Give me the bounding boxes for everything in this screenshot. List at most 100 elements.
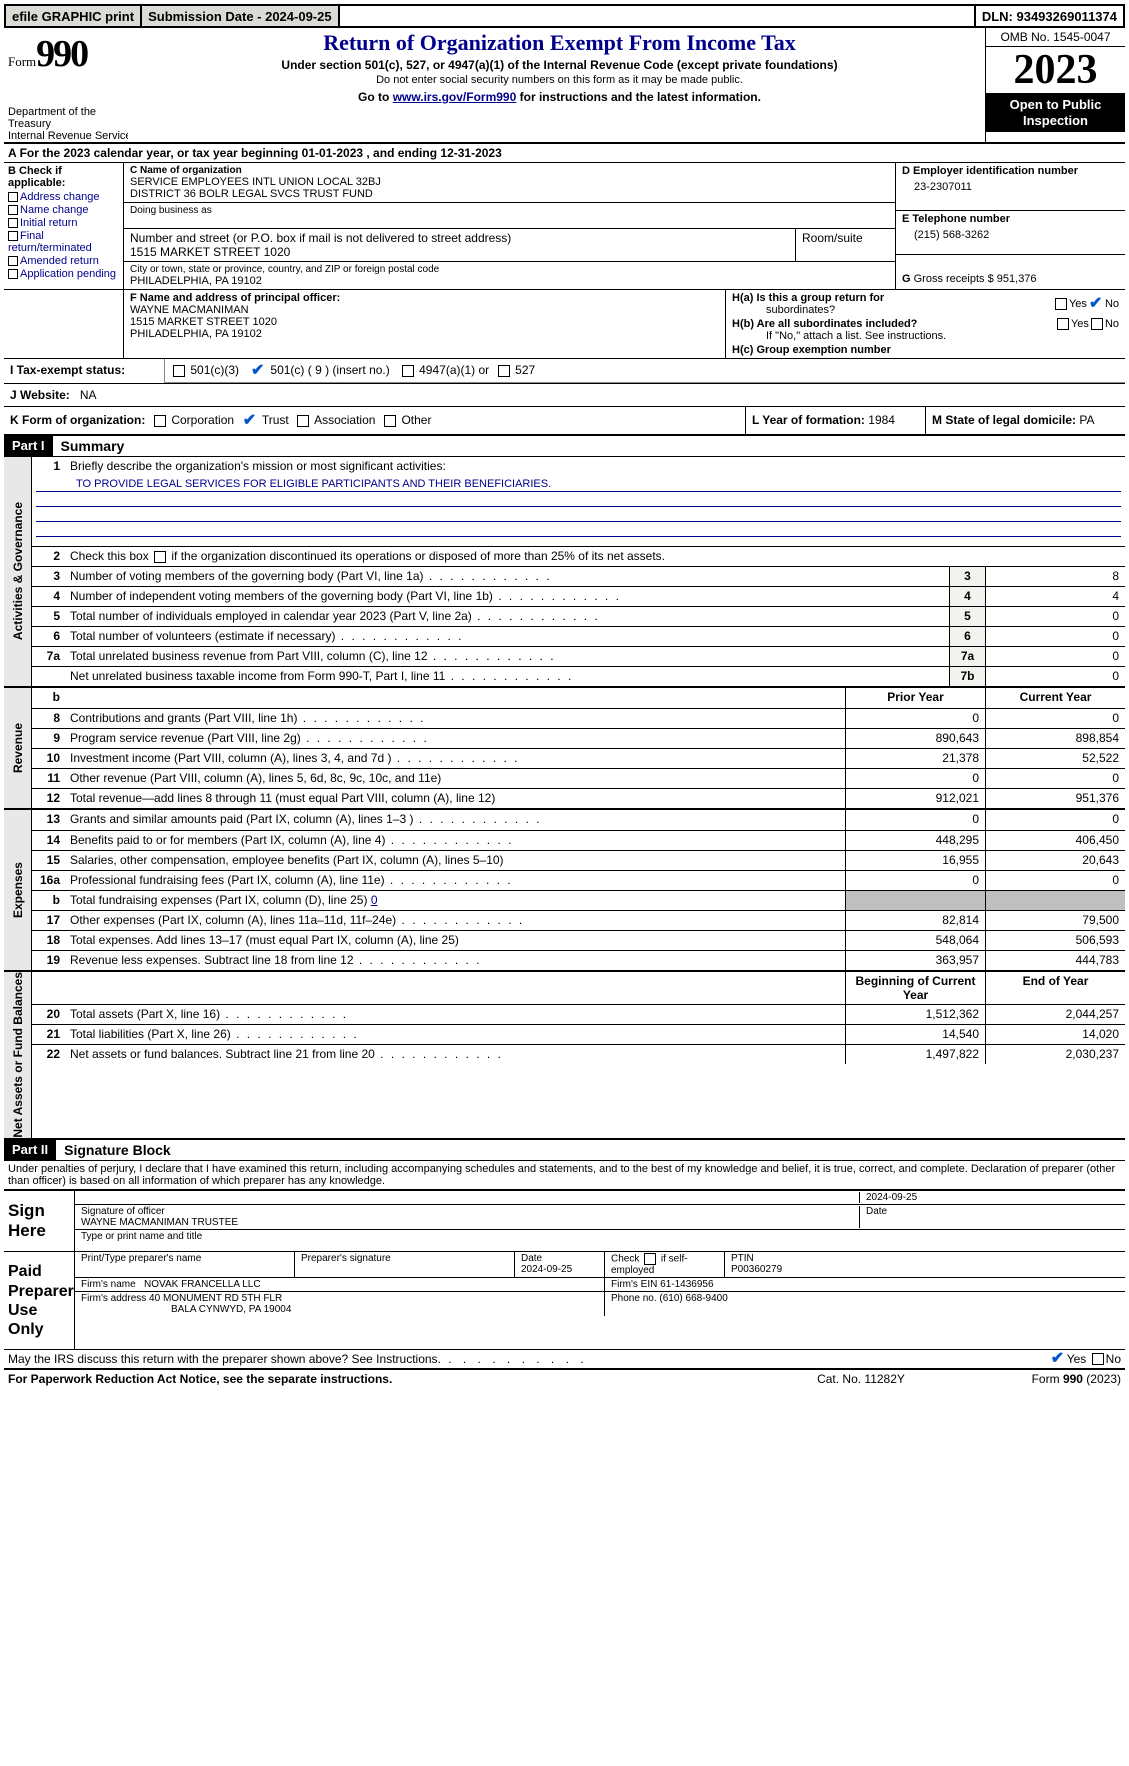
expenses-section: Expenses 13Grants and similar amounts pa… xyxy=(4,808,1125,970)
p22: 1,497,822 xyxy=(845,1045,985,1064)
chk-discontinued[interactable] xyxy=(154,551,166,563)
box-c: C Name of organization SERVICE EMPLOYEES… xyxy=(124,163,895,289)
org-name-1: SERVICE EMPLOYEES INTL UNION LOCAL 32BJ xyxy=(130,176,889,188)
line20: Total assets (Part X, line 16) xyxy=(66,1005,845,1024)
chk-other[interactable] xyxy=(384,415,396,427)
prep-addr2: BALA CYNWYD, PA 19004 xyxy=(81,1304,291,1315)
discuss-text: May the IRS discuss this return with the… xyxy=(8,1352,441,1366)
city-label: City or town, state or province, country… xyxy=(130,264,889,275)
dba-label: Doing business as xyxy=(130,205,889,216)
val-4: 4 xyxy=(985,587,1125,606)
h-b-no-checkbox[interactable] xyxy=(1091,318,1103,330)
chk-amended-return[interactable]: Amended return xyxy=(8,255,119,267)
chk-application-pending[interactable]: Application pending xyxy=(8,268,119,280)
val-7b: 0 xyxy=(985,667,1125,686)
ptin-val: P00360279 xyxy=(731,1264,782,1275)
right-box: OMB No. 1545-0047 2023 Open to Public In… xyxy=(985,28,1125,142)
gross-cell: G Gross receipts $ 951,376 xyxy=(896,255,1125,287)
line17: Other expenses (Part IX, column (A), lin… xyxy=(66,911,845,930)
dept-line1: Department of the Treasury xyxy=(8,106,128,130)
line9: Program service revenue (Part VIII, line… xyxy=(66,729,845,748)
firm-val: NOVAK FRANCELLA LLC xyxy=(144,1279,261,1290)
p18: 548,064 xyxy=(845,931,985,950)
no-label: No xyxy=(1105,298,1119,310)
ein-label: D Employer identification number xyxy=(902,165,1119,177)
chk-final-return[interactable]: Final return/terminated xyxy=(8,230,119,254)
submission-date-button[interactable]: Submission Date - 2024-09-25 xyxy=(142,6,340,26)
date-label: Date xyxy=(859,1206,1119,1228)
prep-sig-col: Preparer's signature xyxy=(295,1252,515,1277)
chk-527[interactable] xyxy=(498,365,510,377)
chk-address-change[interactable]: Address change xyxy=(8,191,119,203)
chk-initial-return[interactable]: Initial return xyxy=(8,217,119,229)
h-a-label: H(a) Is this a group return for xyxy=(732,292,884,304)
form-word: Form xyxy=(8,54,36,69)
c10: 52,522 xyxy=(985,749,1125,768)
val-5: 0 xyxy=(985,607,1125,626)
ein-cell: D Employer identification number 23-2307… xyxy=(896,163,1125,211)
chk-4947[interactable] xyxy=(402,365,414,377)
c11: 0 xyxy=(985,769,1125,788)
h-b-label: H(b) Are all subordinates included? xyxy=(732,318,917,330)
line3-text: Number of voting members of the governin… xyxy=(66,567,949,586)
line4-text: Number of independent voting members of … xyxy=(66,587,949,606)
chk-self-employed[interactable] xyxy=(644,1253,656,1265)
no-label-2: No xyxy=(1105,318,1119,330)
domicile-value: PA xyxy=(1079,413,1094,427)
chk-501c-checked-icon xyxy=(251,364,265,378)
c16a: 0 xyxy=(985,871,1125,890)
p15: 16,955 xyxy=(845,851,985,870)
p12: 912,021 xyxy=(845,789,985,808)
prep-date-lbl: Date xyxy=(521,1253,542,1264)
part1-badge: Part I xyxy=(4,436,53,456)
c13: 0 xyxy=(985,810,1125,830)
chk-corp[interactable] xyxy=(154,415,166,427)
chk-name-change[interactable]: Name change xyxy=(8,204,119,216)
org-name-cell: C Name of organization SERVICE EMPLOYEES… xyxy=(124,163,895,203)
opt-other: Other xyxy=(401,413,431,427)
p19: 363,957 xyxy=(845,951,985,970)
goto-line: Go to www.irs.gov/Form990 for instructio… xyxy=(138,90,981,104)
p10: 21,378 xyxy=(845,749,985,768)
city-value: PHILADELPHIA, PA 19102 xyxy=(130,275,889,287)
discuss-no-checkbox[interactable] xyxy=(1092,1353,1104,1365)
sign-here-label: Sign Here xyxy=(4,1191,74,1252)
officer-addr: 1515 MARKET STREET 1020 xyxy=(130,316,719,328)
h-b-yes-checkbox[interactable] xyxy=(1057,318,1069,330)
p17: 82,814 xyxy=(845,911,985,930)
c22: 2,030,237 xyxy=(985,1045,1125,1064)
c20: 2,044,257 xyxy=(985,1005,1125,1024)
row-f-h: F Name and address of principal officer:… xyxy=(4,289,1125,358)
pra-text: For Paperwork Reduction Act Notice, see … xyxy=(8,1372,761,1386)
officer-label: F Name and address of principal officer: xyxy=(130,292,719,304)
discuss-no: No xyxy=(1106,1352,1121,1366)
tab-netassets: Net Assets or Fund Balances xyxy=(4,972,32,1138)
opt-4947: 4947(a)(1) or xyxy=(419,363,489,377)
line10: Investment income (Part VIII, column (A)… xyxy=(66,749,845,768)
row-klm: K Form of organization: Corporation Trus… xyxy=(4,406,1125,434)
omb-number: OMB No. 1545-0047 xyxy=(986,28,1125,47)
opt-trust: Trust xyxy=(262,413,289,427)
line18: Total expenses. Add lines 13–17 (must eq… xyxy=(66,931,845,950)
box-b: B Check if applicable: Address change Na… xyxy=(4,163,124,289)
chk-501c3[interactable] xyxy=(173,365,185,377)
goto-post: for instructions and the latest informat… xyxy=(516,90,761,104)
efile-print-button[interactable]: efile GRAPHIC print xyxy=(6,6,142,26)
line8: Contributions and grants (Part VIII, lin… xyxy=(66,709,845,728)
p20: 1,512,362 xyxy=(845,1005,985,1024)
line7b-text: Net unrelated business taxable income fr… xyxy=(66,667,949,686)
dln-label: DLN: 93493269011374 xyxy=(976,9,1123,24)
org-name-label: C Name of organization xyxy=(130,165,889,176)
irs-link[interactable]: www.irs.gov/Form990 xyxy=(393,90,517,104)
type-label: Type or print name and title xyxy=(81,1231,1119,1242)
year-formation-value: 1984 xyxy=(868,413,895,427)
chk-assoc[interactable] xyxy=(297,415,309,427)
c16b-shade xyxy=(985,891,1125,910)
line15: Salaries, other compensation, employee b… xyxy=(66,851,845,870)
col-curr: Current Year xyxy=(985,688,1125,708)
yes-label: Yes xyxy=(1069,298,1087,310)
h-a-yes-checkbox[interactable] xyxy=(1055,298,1067,310)
preparer-label: Paid Preparer Use Only xyxy=(4,1252,74,1349)
line7a-text: Total unrelated business revenue from Pa… xyxy=(66,647,949,666)
val-3: 8 xyxy=(985,567,1125,586)
